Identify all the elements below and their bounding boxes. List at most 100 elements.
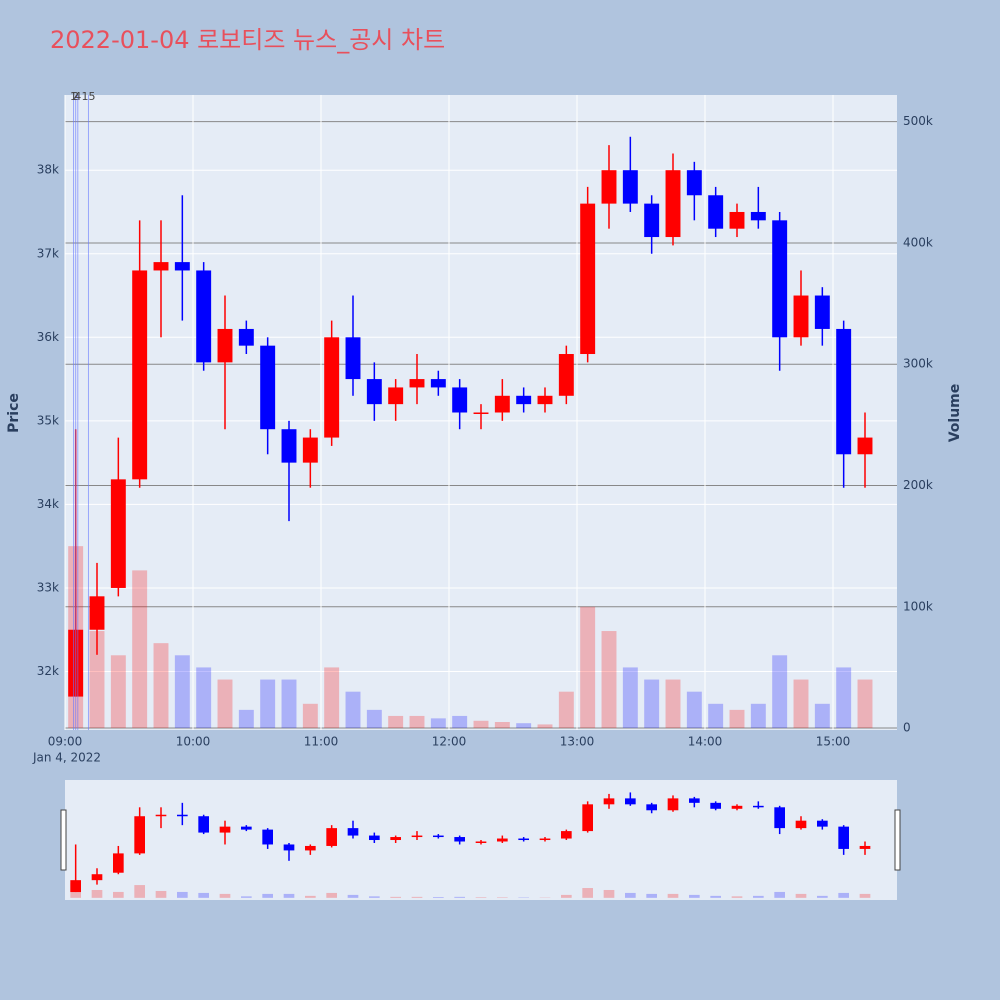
volume-bar <box>665 679 681 729</box>
candle-body <box>433 835 444 838</box>
candle-body <box>366 379 382 405</box>
volume-bar <box>89 631 105 729</box>
volume-bar <box>537 724 553 729</box>
volume-bar <box>409 715 425 729</box>
volume-bar <box>601 631 617 729</box>
candle-body <box>345 337 361 380</box>
volume-bar <box>217 679 233 729</box>
candle-body <box>411 835 423 838</box>
range-slider[interactable] <box>65 780 897 900</box>
candle-body <box>750 211 766 221</box>
volume-bar <box>710 895 721 898</box>
candle-body <box>454 837 465 842</box>
candle-body <box>667 798 679 811</box>
volume-bar <box>708 703 724 729</box>
volume-bar <box>198 892 209 898</box>
y2-tick-label: 500k <box>903 114 933 128</box>
y2-tick-label: 0 <box>903 721 911 735</box>
volume-bar <box>473 720 489 729</box>
annotation-label: 4 <box>74 90 81 103</box>
volume-bar <box>113 891 124 898</box>
candle-body <box>281 429 297 463</box>
candle-body <box>475 841 487 843</box>
candle-body <box>196 270 212 363</box>
slider-handle-right[interactable] <box>894 809 901 871</box>
volume-bar <box>177 891 188 898</box>
y-axis-title: Price <box>6 393 22 433</box>
volume-bar <box>857 679 873 729</box>
slider-handle-left[interactable] <box>60 809 67 871</box>
candle-body <box>795 820 807 829</box>
volume-bar <box>241 896 252 898</box>
candle-body <box>731 805 743 809</box>
candle-body <box>241 826 252 830</box>
x-tick-label: 13:00 <box>560 735 595 749</box>
candle-body <box>729 211 745 229</box>
candle-body <box>753 805 764 808</box>
volume-bar <box>388 715 404 729</box>
candle-body <box>177 814 188 817</box>
volume-bar <box>580 606 596 729</box>
candle-body <box>430 379 446 388</box>
candle-body <box>198 816 209 833</box>
candle-body <box>369 835 380 841</box>
candle-body <box>686 170 702 196</box>
volume-bar <box>283 893 295 898</box>
volume-bar <box>219 893 231 898</box>
volume-bar <box>558 691 574 729</box>
candle-body <box>497 838 508 842</box>
volume-bar <box>494 721 510 729</box>
candle-body <box>603 798 615 805</box>
volume-bar <box>238 709 254 729</box>
candle-body <box>305 845 316 851</box>
volume-bar <box>196 667 212 729</box>
y-tick-label: 32k <box>37 664 59 678</box>
volume-bar <box>817 895 828 898</box>
candle-body <box>539 838 551 841</box>
candle-body <box>91 874 103 881</box>
volume-bar <box>475 897 487 898</box>
annotation-label: 1 <box>70 90 77 103</box>
volume-bar <box>433 897 444 898</box>
volume-bar <box>667 893 679 898</box>
candle-body <box>113 853 124 873</box>
volume-bar <box>281 679 297 729</box>
volume-bar <box>625 892 636 898</box>
candle-body <box>409 379 425 388</box>
candle-body <box>665 170 681 238</box>
volume-bar <box>454 896 465 898</box>
volume-bar <box>305 895 316 898</box>
volume-bar <box>174 655 190 729</box>
volume-bar <box>91 889 103 898</box>
candle-body <box>155 814 167 817</box>
volume-bar <box>155 890 167 898</box>
x-date-label: Jan 4, 2022 <box>32 751 101 765</box>
volume-bar <box>452 715 468 729</box>
candle-body <box>283 844 295 851</box>
candle-body <box>70 880 81 893</box>
volume-bar <box>430 718 446 729</box>
volume-bar <box>324 667 340 729</box>
candle-body <box>859 845 871 849</box>
x-tick-label: 12:00 <box>432 735 467 749</box>
volume-bar <box>603 889 615 898</box>
volume-bar <box>795 893 807 898</box>
candle-body <box>582 804 593 832</box>
candle-body <box>347 828 359 836</box>
volume-bar <box>646 893 657 898</box>
x-tick-label: 09:00 <box>48 735 83 749</box>
volume-bar <box>731 896 743 898</box>
volume-bar <box>390 896 401 898</box>
y-tick-label: 34k <box>37 497 59 511</box>
candle-body <box>262 829 273 845</box>
candle-body <box>772 220 788 338</box>
y-tick-label: 35k <box>37 413 59 427</box>
volume-bar <box>582 888 593 898</box>
candle-body <box>774 807 785 829</box>
volume-bar <box>750 703 766 729</box>
volume-bar <box>561 894 572 898</box>
volume-bar <box>302 703 318 729</box>
candle-body <box>580 203 596 355</box>
candle-body <box>561 831 572 839</box>
candle-body <box>110 479 126 588</box>
